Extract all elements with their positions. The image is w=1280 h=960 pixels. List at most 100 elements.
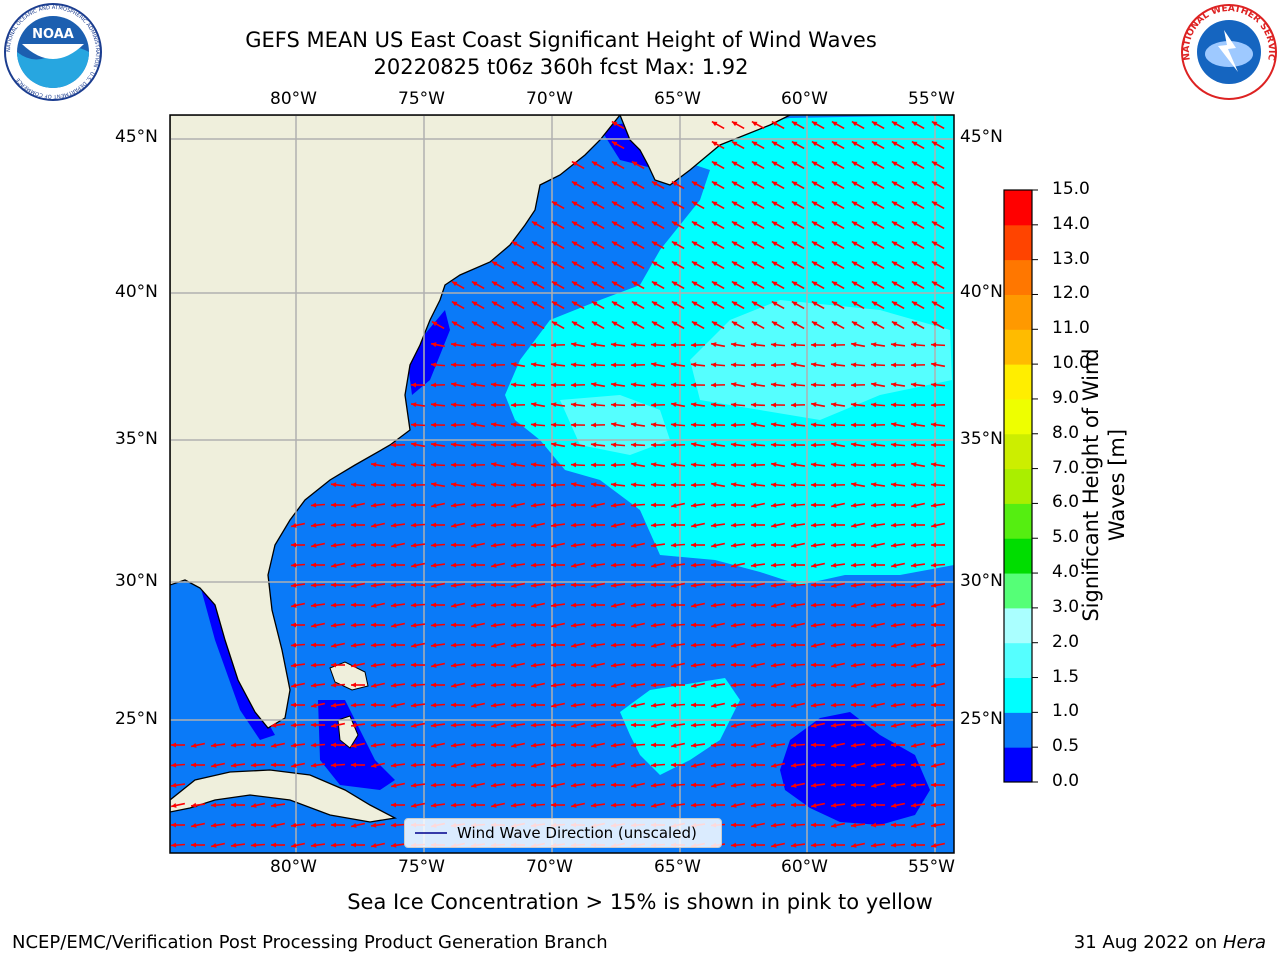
wave-arrow-980	[930, 802, 946, 808]
wave-arrow-308	[530, 402, 546, 408]
wave-arrow-942	[851, 782, 865, 788]
wave-arrow-608	[290, 602, 306, 608]
wave-arrow-732	[790, 662, 806, 668]
noaa-logo: NOAA NATIONAL OCEANIC AND ATMOSPHERIC AD…	[4, 3, 102, 101]
wave-arrow-107	[611, 240, 625, 250]
wave-arrow-946	[931, 782, 945, 788]
wave-arrow-547	[391, 562, 405, 568]
wave-arrow-798	[790, 702, 806, 708]
wave-arrow-989	[331, 822, 345, 828]
wave-arrow-699	[791, 642, 805, 648]
wave-arrow-246	[890, 342, 906, 348]
wave-arrow-39	[891, 160, 905, 170]
wave-arrow-822	[590, 722, 606, 728]
wave-arrow-35	[811, 160, 825, 170]
wave-arrow-696	[730, 642, 746, 648]
wave-arrow-134	[691, 260, 705, 270]
wave-arrow-38	[871, 160, 885, 170]
wave-arrow-534	[790, 542, 806, 548]
wave-arrow-202	[531, 320, 545, 330]
wave-arrow-245	[870, 342, 886, 348]
wave-arrow-156	[631, 280, 645, 290]
wave-arrow-512	[350, 542, 366, 548]
wave-arrow-819	[530, 722, 546, 728]
wave-arrow-778	[390, 702, 406, 708]
wave-arrow-875	[870, 742, 886, 748]
wave-arrow-155	[611, 280, 625, 290]
wave-arrow-247	[910, 342, 926, 348]
wave-arrow-53	[791, 180, 805, 190]
wave-arrow-332	[470, 422, 486, 428]
wave-arrow-669	[851, 622, 865, 628]
wave-arrow-234	[650, 342, 666, 348]
wave-arrow-513	[371, 542, 385, 548]
wave-arrow-639	[911, 602, 925, 608]
wave-arrow-891	[410, 762, 426, 768]
wave-arrow-680	[410, 642, 426, 648]
wave-arrow-827	[690, 722, 706, 728]
wave-arrow-126	[531, 260, 545, 270]
colorbar	[1003, 189, 1038, 783]
wave-arrow-24	[911, 140, 925, 150]
wave-arrow-140	[811, 260, 825, 270]
colorbar-segment-15	[1004, 224, 1032, 261]
wave-arrow-925	[510, 782, 526, 788]
wave-arrow-970	[730, 802, 746, 808]
wave-arrow-388	[450, 462, 466, 468]
wave-arrow-854	[450, 742, 466, 748]
wave-arrow-923	[470, 782, 486, 788]
wave-arrow-593	[651, 582, 665, 588]
wave-arrow-879	[170, 762, 186, 768]
wave-arrow-687	[551, 642, 565, 648]
wave-arrow-683	[471, 642, 485, 648]
wave-arrow-189	[791, 300, 805, 310]
wave-arrow-449	[411, 502, 425, 508]
wave-arrow-729	[731, 662, 745, 668]
colorbar-tick-label-7: 5.0	[1052, 527, 1080, 548]
wave-arrow-395	[590, 462, 606, 468]
wave-arrow-931	[630, 782, 646, 788]
wave-arrow-1031	[390, 842, 406, 848]
wave-arrow-508	[930, 522, 946, 528]
wave-arrow-825	[650, 722, 666, 728]
wave-arrow-968	[690, 802, 706, 808]
colorbar-segment-13	[1004, 294, 1032, 330]
wave-arrow-94	[791, 220, 805, 230]
wave-arrow-286	[630, 382, 646, 388]
wave-arrow-749	[470, 682, 486, 688]
wave-arrow-15	[731, 140, 745, 150]
wave-arrow-538	[870, 542, 886, 548]
wave-arrow-536	[830, 542, 846, 548]
wave-arrow-486	[490, 522, 506, 528]
wave-arrow-698	[770, 642, 786, 648]
lat-label-left-35n: 35°N	[115, 429, 158, 449]
wave-arrow-978	[890, 802, 906, 808]
wave-arrow-809	[330, 722, 346, 728]
wave-arrow-195	[911, 300, 925, 310]
lon-label-top-65w: 65°W	[654, 89, 701, 109]
wave-arrow-962	[570, 802, 586, 808]
wave-arrow-352	[870, 422, 886, 428]
wave-arrow-316	[690, 402, 706, 408]
wave-arrow-392	[530, 462, 546, 468]
colorbar-segment-10	[1004, 398, 1032, 435]
wave-arrow-32	[751, 160, 765, 170]
wave-arrow-48	[691, 180, 705, 190]
wave-arrow-625	[630, 602, 646, 608]
wave-arrow-640	[930, 602, 946, 608]
colorbar-tick-label-10: 8.0	[1052, 422, 1080, 443]
wave-arrow-5	[791, 120, 805, 130]
wave-arrow-67	[671, 200, 685, 210]
wave-arrow-1025	[271, 842, 285, 848]
wave-arrow-327	[910, 402, 926, 408]
wave-arrow-79	[911, 200, 925, 210]
wave-arrow-481	[390, 522, 406, 528]
colorbar-segment-1	[1004, 712, 1032, 748]
wave-arrow-892	[431, 762, 445, 768]
wave-arrow-777	[371, 702, 385, 708]
wave-arrow-920	[410, 782, 426, 788]
wave-arrow-427	[610, 482, 626, 488]
wave-arrow-742	[330, 682, 346, 688]
wave-arrow-298	[870, 382, 886, 388]
wave-arrow-186	[731, 300, 745, 310]
